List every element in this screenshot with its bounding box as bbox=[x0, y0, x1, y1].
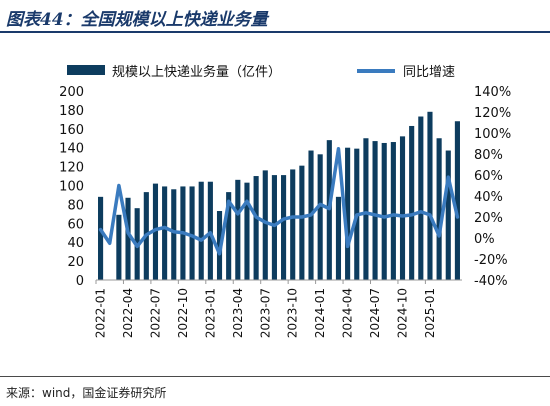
right-tick-label: 120% bbox=[474, 106, 511, 121]
bar bbox=[262, 170, 268, 280]
bar bbox=[235, 179, 241, 280]
right-tick-label: 100% bbox=[474, 127, 511, 142]
right-tick-label: -40% bbox=[474, 274, 508, 289]
bar-series bbox=[98, 111, 460, 281]
bar bbox=[317, 154, 323, 280]
bar bbox=[299, 165, 305, 280]
bar bbox=[445, 150, 451, 280]
right-tick-label: -20% bbox=[474, 253, 508, 268]
left-tick-label: 100 bbox=[59, 180, 84, 195]
x-tick-label: 2024-04 bbox=[341, 288, 355, 338]
x-tick-label: 2024-10 bbox=[396, 288, 410, 338]
left-y-axis: 0 20 40 60 80 100 120 140 160 180 200 bbox=[59, 85, 84, 289]
bar bbox=[162, 186, 168, 280]
bar bbox=[427, 111, 433, 280]
x-tick-label: 2024-07 bbox=[368, 288, 382, 338]
bar bbox=[226, 192, 232, 280]
left-tick-label: 200 bbox=[59, 85, 84, 100]
legend-bar-label: 规模以上快递业务量（亿件） bbox=[112, 64, 281, 80]
left-tick-label: 40 bbox=[67, 236, 84, 251]
bar bbox=[171, 189, 177, 280]
x-tick-label: 2023-01 bbox=[203, 288, 217, 338]
right-tick-label: 20% bbox=[474, 211, 503, 226]
bar bbox=[253, 176, 259, 280]
left-tick-label: 120 bbox=[59, 161, 84, 176]
right-tick-label: 0% bbox=[474, 232, 495, 247]
bar bbox=[290, 169, 296, 280]
bar bbox=[271, 175, 277, 280]
right-y-axis: -40% -20% 0% 20% 40% 60% 80% 100% 120% 140% bbox=[474, 85, 511, 289]
bar bbox=[244, 182, 250, 280]
bar bbox=[399, 136, 406, 280]
bar bbox=[372, 141, 378, 280]
left-tick-label: 20 bbox=[67, 255, 84, 270]
x-tick-label: 2022-07 bbox=[148, 288, 162, 338]
bar bbox=[152, 183, 159, 280]
bar bbox=[281, 175, 287, 280]
right-tick-label: 140% bbox=[474, 85, 511, 100]
source-note: 来源：wind，国金证券研究所 bbox=[6, 386, 167, 400]
bar bbox=[345, 147, 351, 280]
x-tick-label: 2022-01 bbox=[94, 288, 108, 338]
footer-divider bbox=[0, 376, 550, 377]
right-tick-label: 60% bbox=[474, 169, 503, 184]
x-tick-label: 2022-10 bbox=[176, 288, 190, 338]
x-tick-label: 2022-04 bbox=[121, 288, 135, 338]
x-tick-label: 2023-10 bbox=[286, 288, 300, 338]
line-series bbox=[98, 147, 460, 256]
growth-line bbox=[98, 147, 460, 256]
bar bbox=[390, 142, 396, 280]
x-tick-label: 2024-01 bbox=[313, 288, 327, 338]
x-tick-label: 2023-07 bbox=[258, 288, 272, 338]
bar bbox=[436, 138, 442, 280]
bar bbox=[454, 121, 460, 281]
bar bbox=[363, 138, 369, 280]
page-title: 图表44：全国规模以上快递业务量 bbox=[6, 10, 268, 30]
x-tick-label: 2023-04 bbox=[231, 288, 245, 338]
bar bbox=[125, 197, 131, 280]
left-tick-label: 180 bbox=[59, 104, 84, 119]
left-tick-label: 140 bbox=[59, 142, 84, 157]
left-tick-label: 0 bbox=[76, 274, 84, 289]
right-tick-label: 40% bbox=[474, 190, 503, 205]
bar bbox=[381, 142, 387, 280]
bar bbox=[207, 181, 213, 280]
right-tick-label: 80% bbox=[474, 148, 503, 163]
left-tick-label: 80 bbox=[67, 198, 84, 213]
x-axis: 2022-01 2022-04 2022-07 2022-10 2023-01 2023-… bbox=[94, 279, 462, 338]
legend: 规模以上快递业务量（亿件） 同比增速 bbox=[67, 64, 455, 80]
left-tick-label: 160 bbox=[59, 123, 84, 138]
bar bbox=[198, 181, 204, 280]
bar bbox=[418, 116, 424, 281]
bar bbox=[335, 196, 342, 280]
bar bbox=[98, 196, 104, 280]
x-tick-label: 2025-01 bbox=[423, 288, 437, 338]
title-divider bbox=[0, 31, 550, 33]
legend-bar-swatch bbox=[67, 65, 105, 75]
left-tick-label: 60 bbox=[67, 217, 84, 232]
bar bbox=[116, 214, 122, 280]
bar bbox=[189, 186, 195, 280]
bar bbox=[409, 125, 415, 280]
legend-line-label: 同比增速 bbox=[403, 65, 455, 80]
